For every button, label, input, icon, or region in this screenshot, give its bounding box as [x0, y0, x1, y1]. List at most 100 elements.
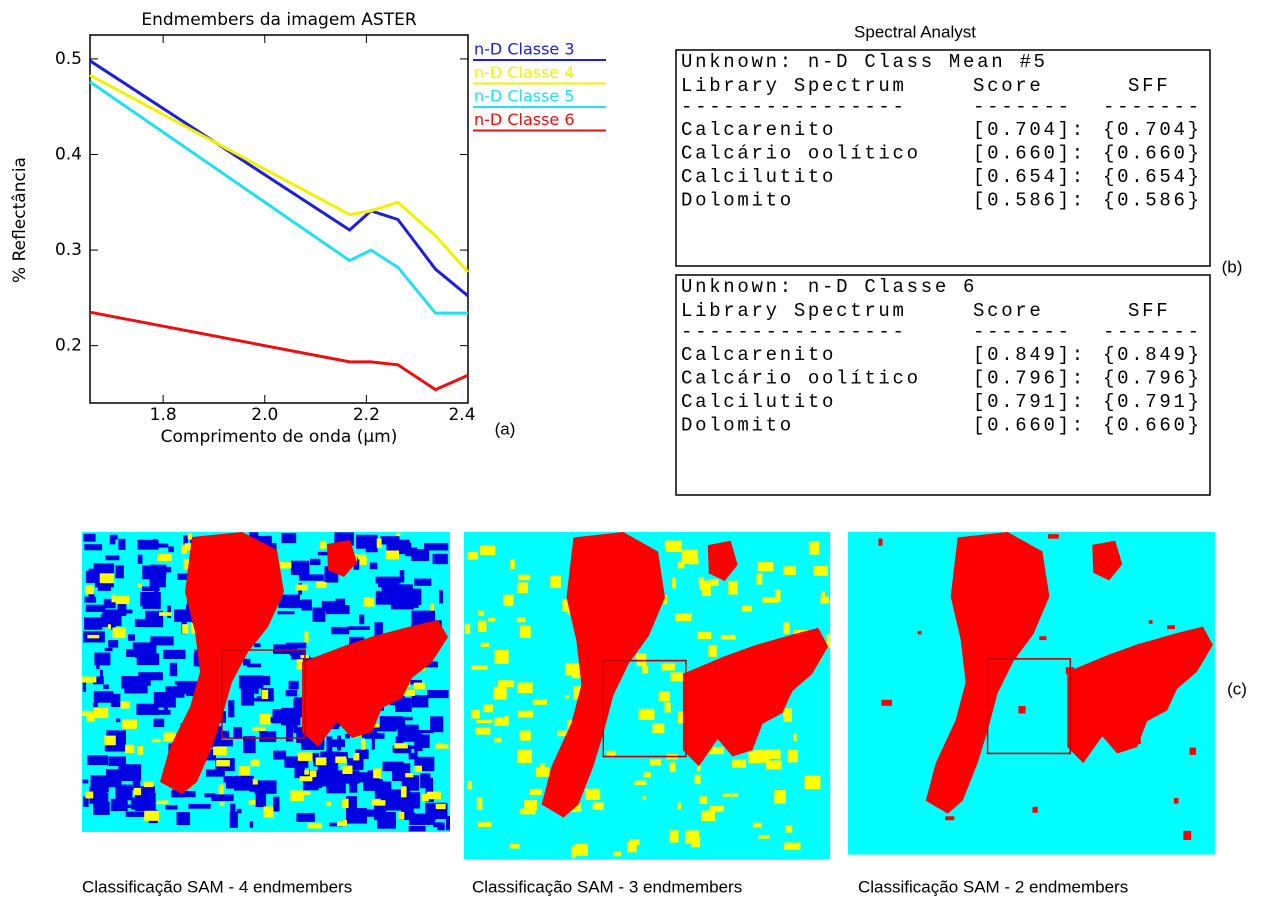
- x-tick-label: 2.2: [353, 405, 380, 425]
- map-speckle: [652, 723, 665, 734]
- map-speckle: [378, 576, 400, 588]
- map-speckle: [585, 788, 601, 801]
- column-rule: -------: [1103, 321, 1202, 343]
- map-speckle: [122, 719, 137, 729]
- map-speckle: [118, 538, 126, 550]
- column-rule: ----------------: [681, 321, 907, 343]
- map-speckle: [658, 691, 670, 702]
- map-speckle: [758, 834, 770, 839]
- map-speckle: [143, 781, 154, 788]
- map-speckle: [787, 749, 798, 763]
- map-speckle: [248, 800, 256, 805]
- map-speckle: [153, 718, 165, 727]
- map-speckle: [141, 586, 160, 592]
- map-speckle: [517, 682, 533, 693]
- map-speckle: [99, 573, 115, 584]
- map-speckle: [236, 808, 242, 814]
- map-speckle: [165, 805, 178, 810]
- map-speckle: [263, 806, 274, 818]
- map-speckle: [276, 562, 292, 569]
- legend-entry: n-D Classe 6: [474, 110, 575, 129]
- x-axis-label: Comprimento de onda (μm): [161, 427, 398, 447]
- map-speckle: [170, 791, 196, 798]
- map-speckle: [369, 562, 378, 570]
- map-speckle: [92, 702, 98, 708]
- map-speckle: [240, 687, 255, 706]
- map-speckle: [104, 735, 116, 746]
- map-speckle: [103, 598, 116, 609]
- map-speckle: [399, 570, 405, 583]
- map-speckle: [498, 680, 515, 688]
- panel-label: (c): [1227, 679, 1247, 698]
- map-speckle: [346, 796, 357, 815]
- map-speckle: [250, 759, 260, 767]
- map-speckle: [221, 730, 230, 738]
- map-speckle: [347, 758, 364, 770]
- result-box: [675, 49, 1211, 267]
- legend-entry: n-D Classe 4: [474, 63, 575, 82]
- table-cell: Calcilutito: [681, 391, 836, 413]
- map-speckle: [316, 582, 327, 588]
- map-speckle: [238, 765, 250, 776]
- map-speckle: [273, 796, 280, 812]
- map-speckle: [84, 617, 103, 630]
- map-speckle: [347, 626, 370, 630]
- map-speckle: [319, 540, 327, 549]
- map-speckle: [88, 592, 95, 601]
- map-speckle: [272, 709, 297, 724]
- map-speckle: [219, 802, 225, 806]
- result-box: [675, 274, 1211, 496]
- map-speckle: [408, 813, 431, 825]
- map-speckle: [259, 675, 271, 686]
- y-tick-label: 0.5: [55, 49, 82, 69]
- map-speckle: [699, 796, 708, 804]
- map-speckle: [299, 776, 313, 782]
- map-speckle: [435, 744, 449, 749]
- table-cell: Calcário oolítico: [681, 368, 921, 390]
- map-speckle: [100, 614, 113, 627]
- map-speckle: [168, 546, 174, 553]
- map-speckle: [411, 695, 429, 708]
- map-speckle: [664, 540, 682, 552]
- map-speckle: [694, 774, 701, 785]
- table-cell: Calcarenito: [681, 344, 836, 366]
- column-rule: -------: [973, 96, 1072, 118]
- map-speckle: [110, 620, 116, 630]
- map-speckle: [494, 649, 509, 664]
- map-speckle: [634, 780, 647, 786]
- map-speckle: [401, 689, 415, 696]
- map-speckle: [483, 704, 494, 713]
- map-speckle: [571, 846, 576, 858]
- map-speckle: [83, 796, 89, 807]
- map-speckle: [115, 784, 133, 801]
- map-speckle: [108, 756, 126, 767]
- table-cell: [0.849]:: [973, 344, 1086, 366]
- map-speckle: [766, 749, 781, 759]
- map-speckle: [213, 746, 227, 756]
- map-speckle: [111, 594, 117, 603]
- map-speckle: [698, 576, 704, 587]
- map-speckle: [84, 585, 94, 595]
- map-speckle: [99, 669, 103, 681]
- map-speckle: [820, 596, 829, 604]
- map-speckle: [288, 680, 299, 690]
- map-speckle: [439, 590, 443, 604]
- map-speckle: [669, 762, 676, 772]
- map-speckle: [295, 584, 308, 591]
- series-line: [89, 59, 469, 298]
- panel-label: (b): [1222, 257, 1243, 276]
- map-speckle: [413, 682, 425, 690]
- map-speckle: [379, 716, 403, 727]
- map-speckle: [93, 691, 114, 703]
- map-speckle: [273, 644, 291, 654]
- map-speckle: [783, 708, 792, 722]
- map-speckle: [784, 842, 801, 850]
- map-speckle: [426, 791, 441, 800]
- map-speckle: [467, 780, 472, 790]
- column-rule: ----------------: [681, 96, 907, 118]
- map-speckle: [182, 624, 189, 634]
- table-cell: Calcário oolítico: [681, 143, 921, 165]
- map-speckle: [793, 733, 797, 742]
- map-speckle: [419, 734, 430, 749]
- classification-map: [848, 531, 1215, 855]
